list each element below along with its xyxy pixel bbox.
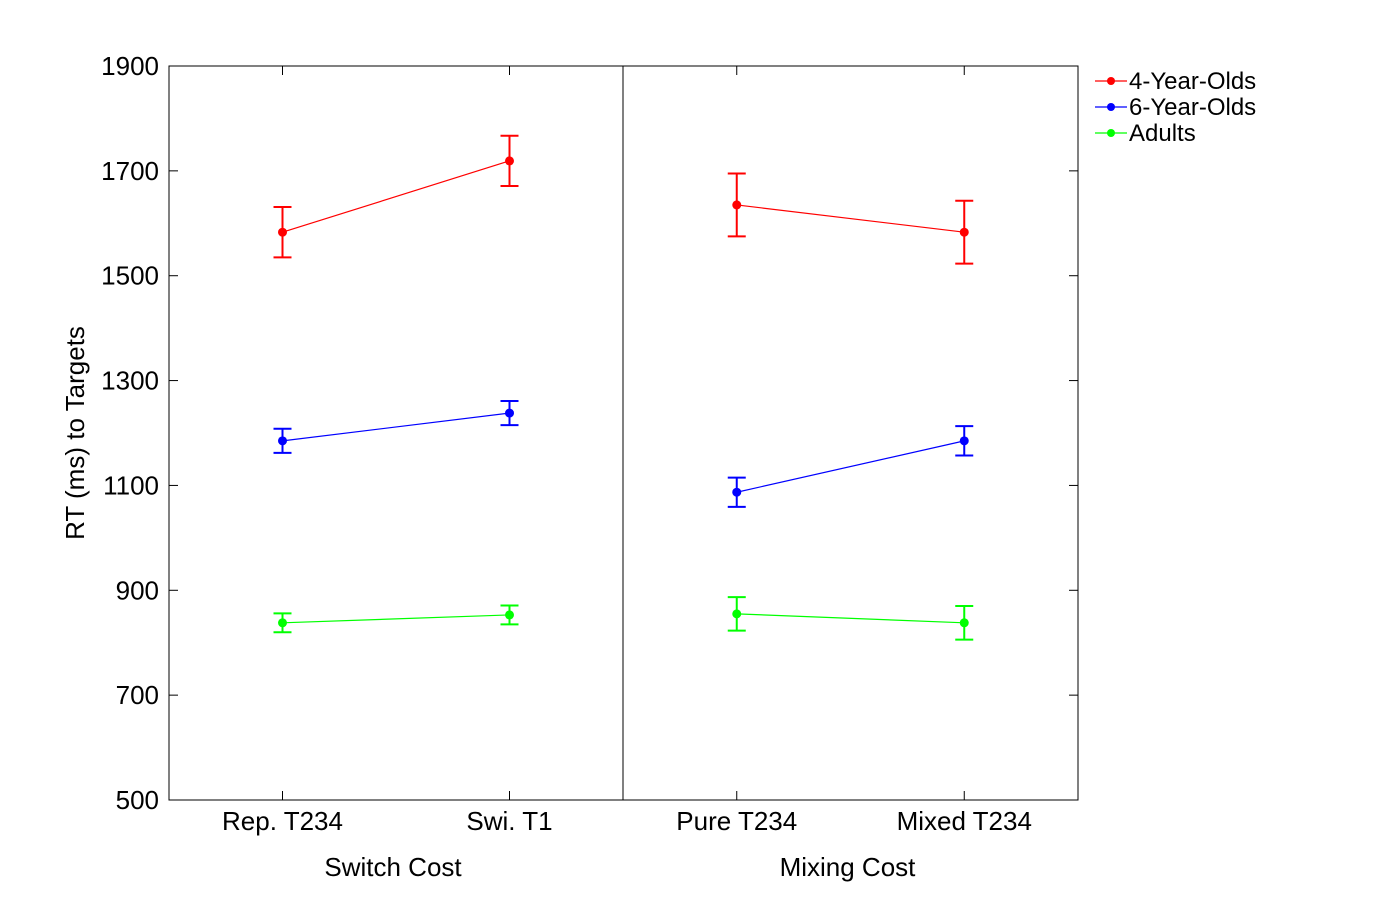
x-tick-label: Mixed T234 [897,806,1032,836]
y-tick-label: 1500 [101,261,159,291]
legend-marker [1107,129,1115,137]
x-group-label: Switch Cost [324,852,462,882]
data-point [732,609,742,619]
data-point [278,436,287,446]
data-point [959,436,969,446]
y-tick-label: 500 [116,785,159,815]
axes-layer: 500 700 900 1100 1300 1500 1700 1900 Rep. T234 Sw… [101,51,1078,882]
data-point [959,227,969,237]
series-line [736,204,965,233]
plot-area-left [168,65,624,801]
y-tick-label: 700 [116,680,159,710]
series-line [282,160,510,233]
plot-area-right [622,65,1079,801]
data-point [732,200,742,210]
data-point [505,610,514,620]
data-point [732,487,742,497]
series-line [736,440,965,493]
data-point [278,618,287,628]
data-point [505,156,514,166]
y-tick-label: 1900 [101,51,159,81]
data-point [505,408,514,418]
x-tick-label: Pure T234 [676,806,797,836]
y-tick-label: 1300 [101,366,159,396]
series-line [282,412,510,442]
series-layer [273,134,974,641]
legend-marker [1107,103,1115,111]
series-line [282,614,510,624]
data-point [278,227,287,237]
series-line [736,613,965,624]
y-tick-label: 1100 [103,470,159,500]
x-tick-label: Rep. T234 [222,806,343,836]
x-tick-label: Swi. T1 [466,806,552,836]
legend-marker [1107,77,1115,85]
x-group-label: Mixing Cost [780,852,917,882]
legend-label: Adults [1129,120,1196,147]
y-tick-label: 900 [116,575,159,605]
data-point [959,618,969,628]
y-axis-title: RT (ms) to Targets [60,326,90,540]
legend-label: 4-Year-Olds [1129,68,1256,95]
y-tick-label: 1700 [101,156,159,186]
legend-label: 6-Year-Olds [1129,94,1256,121]
